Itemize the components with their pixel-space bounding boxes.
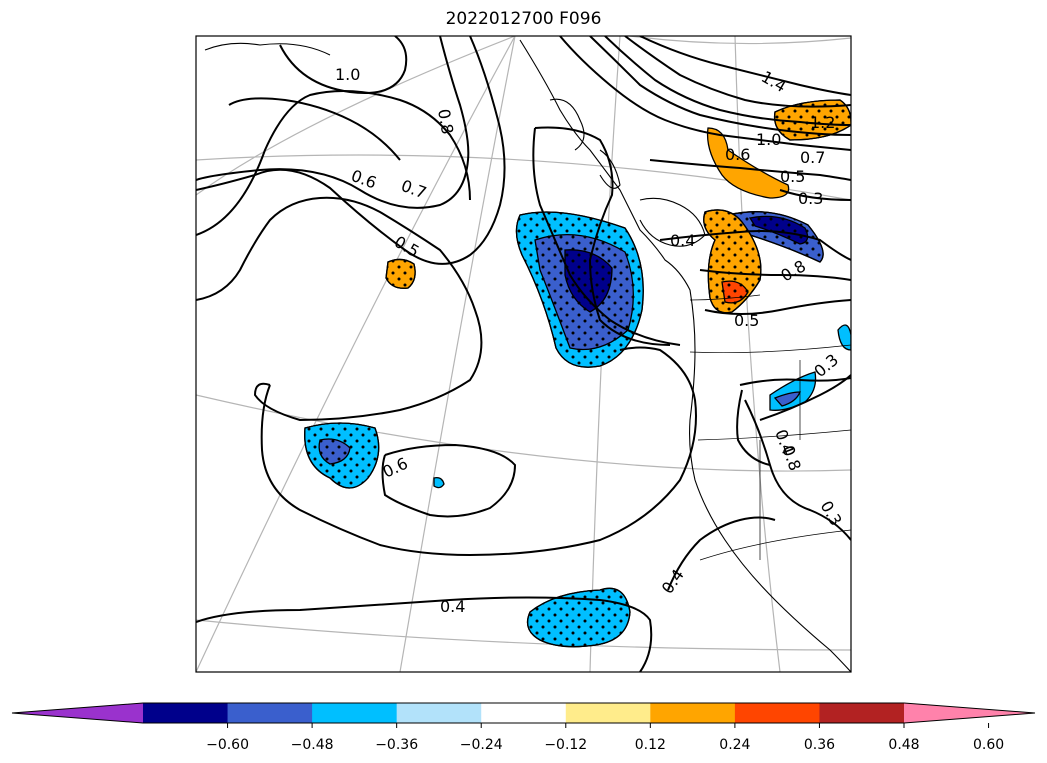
colorbar-extend-low	[12, 703, 143, 723]
contour-label: 0.6	[725, 145, 750, 164]
colorbar-segment	[481, 703, 567, 723]
map-panel: 1.0 0.8 0.6 0.7 0.5 0.6 0.4 0.4 1.4 1.2 …	[195, 35, 852, 673]
colorbar-segment	[396, 703, 482, 723]
map-frame	[195, 35, 852, 673]
colorbar-segment	[734, 703, 820, 723]
map-background	[196, 36, 851, 672]
colorbar-tick-label: −0.48	[291, 737, 334, 753]
colorbar-outline	[11, 702, 1036, 724]
contour-label: 1.0	[756, 130, 781, 149]
colorbar-tick-label: 0.60	[973, 737, 1004, 753]
positive-anomaly-area	[706, 127, 790, 199]
contour-label: 1.0	[335, 65, 360, 84]
colorbar-segment	[227, 703, 313, 723]
contour-label: 0.5	[734, 311, 759, 330]
colorbar-segments	[11, 702, 1036, 724]
contour-label: 0.7	[800, 148, 825, 167]
colorbar-tick-label: −0.36	[375, 737, 418, 753]
contour-label: 0.4	[440, 597, 465, 616]
colorbar-tick-label: 0.24	[719, 737, 750, 753]
colorbar-segment	[819, 703, 905, 723]
colorbar-segment	[312, 703, 398, 723]
political-borders	[689, 294, 851, 561]
graticule-lines	[196, 36, 851, 672]
colorbar-ticks: −0.60 −0.48 −0.36 −0.24 −0.12 0.12 0.24 0.36 0.4…	[206, 723, 1004, 753]
map-title: 2022012700 F096	[445, 9, 602, 29]
colorbar-segment	[565, 703, 651, 723]
contour-label: 0.3	[798, 189, 823, 208]
contour-label: 1.2	[810, 113, 835, 132]
colorbar-segment	[650, 703, 736, 723]
colorbar-tick-label: −0.60	[206, 737, 249, 753]
contour-label: 0.5	[780, 167, 805, 186]
contour-label: 0.8	[434, 107, 457, 135]
colorbar-tick-label: −0.24	[460, 737, 503, 753]
colorbar-tick-label: 0.48	[888, 737, 919, 753]
colorbar-tick-label: 0.36	[804, 737, 835, 753]
contour-label: 0.4	[670, 231, 695, 250]
colorbar-extend-high	[904, 703, 1035, 723]
contour-lines	[196, 36, 851, 672]
colorbar-segment	[143, 703, 229, 723]
colorbar-tick-label: −0.12	[544, 737, 587, 753]
colorbar-tick-label: 0.12	[635, 737, 666, 753]
negative-anomaly-area	[433, 476, 445, 489]
